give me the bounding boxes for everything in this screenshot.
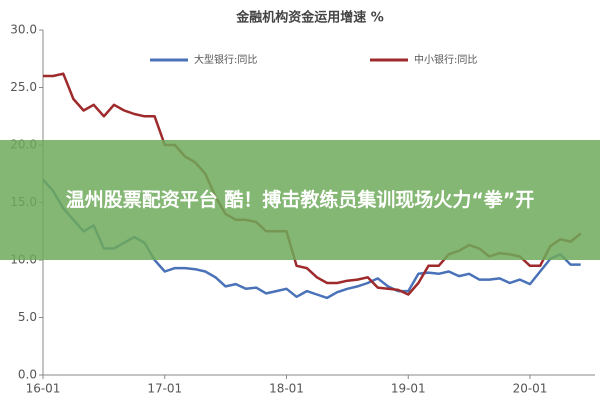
x-tick-label: 17-01 (147, 382, 182, 396)
banner[interactable]: 温州股票配资平台 酷！搏击教练员集训现场火力“拳”开 (0, 140, 600, 260)
x-tick-label: 16-01 (26, 382, 61, 396)
x-tick-label: 20-01 (513, 382, 548, 396)
x-tick-label: 18-01 (269, 382, 304, 396)
legend-label: 中小银行:同比 (414, 53, 477, 66)
y-tick-label: 0.0 (18, 368, 37, 382)
legend-label: 大型银行:同比 (194, 53, 257, 66)
banner-text[interactable]: 温州股票配资平台 酷！搏击教练员集训现场火力“拳”开 (65, 189, 535, 211)
x-tick-label: 19-01 (391, 382, 426, 396)
y-tick-label: 5.0 (18, 310, 37, 324)
y-tick-label: 30.0 (10, 23, 37, 37)
chart-title: 金融机构资金运用增速 % (235, 10, 384, 26)
y-tick-label: 25.0 (10, 80, 37, 94)
